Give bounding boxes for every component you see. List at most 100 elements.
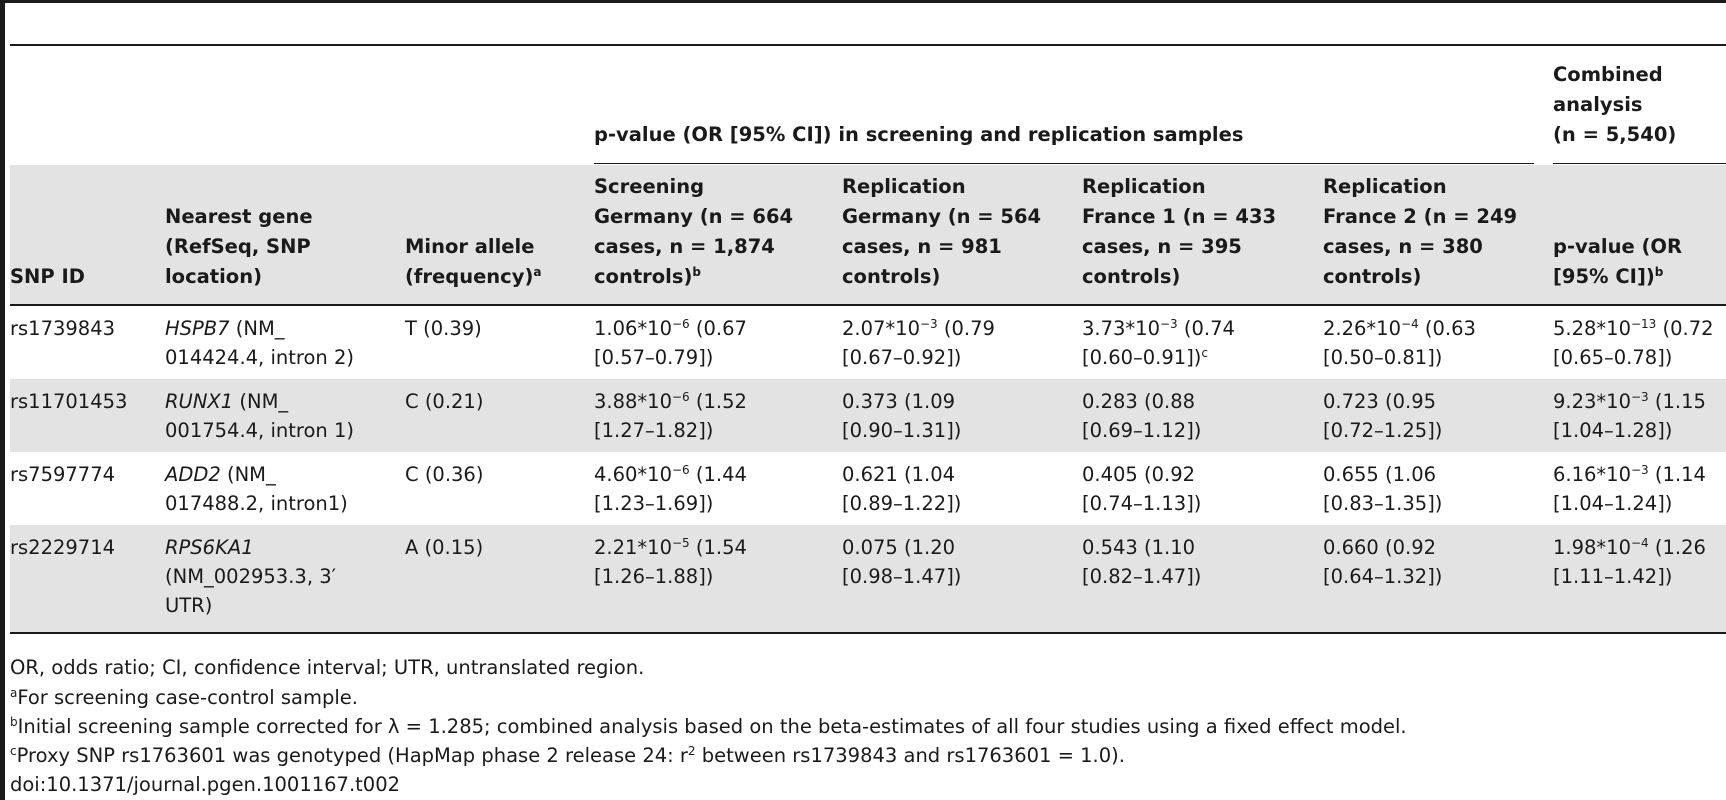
footnote-mark-c: c xyxy=(1201,346,1209,360)
col-header-gene-line3: location) xyxy=(165,265,262,288)
cell-screening-ci: [1.27–1.82]) xyxy=(594,419,714,442)
col-header-gene-line2: (RefSeq, SNP xyxy=(165,235,311,258)
doi-link[interactable]: doi:10.1371/journal.pgen.1001167.t002 xyxy=(10,773,401,796)
col-header-rep-de-line3: cases, n = 981 xyxy=(842,235,1002,258)
cell-rep-fr1-ci: [0.69–1.12]) xyxy=(1082,419,1202,442)
frame-top-border xyxy=(0,0,1726,3)
cell-rep-fr1-pvalue: 3.73*10−3 (0.74 xyxy=(1082,317,1235,340)
cell-gene-line2: 017488.2, intron1) xyxy=(165,492,348,515)
cell-snp-id: rs7597774 xyxy=(10,463,116,486)
footnote-mark-b: b xyxy=(1654,265,1664,279)
cell-rep-fr1-ci: [0.60–0.91])c xyxy=(1082,346,1209,369)
cell-gene-line1: RUNX1 (NM_ xyxy=(165,390,289,413)
cell-rep-fr2-ci: [0.64–1.32]) xyxy=(1323,565,1443,588)
cell-combined-ci: [1.04–1.28]) xyxy=(1553,419,1673,442)
col-header-screening-line2: Germany (n = 664 xyxy=(594,205,794,228)
cell-combined-ci: [0.65–0.78]) xyxy=(1553,346,1673,369)
combined-header-line1: Combined xyxy=(1553,63,1663,86)
cell-rep-de-ci: [0.67–0.92]) xyxy=(842,346,962,369)
header-bottom-rule xyxy=(10,304,1726,306)
cell-screening-ci: [1.26–1.88]) xyxy=(594,565,714,588)
col-header-combined-line2: [95% CI])b xyxy=(1553,265,1664,288)
frame-left-border xyxy=(0,0,5,800)
cell-rep-de-pvalue: 0.621 (1.04 xyxy=(842,463,956,486)
cell-snp-id: rs1739843 xyxy=(10,317,116,340)
col-header-allele-line2: (frequency)a xyxy=(405,265,542,288)
cell-gene-line2: (NM_002953.3, 3′ xyxy=(165,565,337,588)
header-band xyxy=(10,165,1726,305)
col-header-rep-fr1-line4: controls) xyxy=(1082,265,1181,288)
row-band-4 xyxy=(10,525,1726,632)
cell-screening-ci: [0.57–0.79]) xyxy=(594,346,714,369)
cell-rep-fr2-pvalue: 0.660 (0.92 xyxy=(1323,536,1437,559)
cell-allele: A (0.15) xyxy=(405,536,484,559)
footnote-a: aFor screening case-control sample. xyxy=(10,686,358,709)
cell-combined-ci: [1.11–1.42]) xyxy=(1553,565,1673,588)
cell-rep-de-pvalue: 0.075 (1.20 xyxy=(842,536,956,559)
combined-header-underline xyxy=(1553,163,1726,164)
table-top-rule xyxy=(10,44,1726,46)
cell-combined-ci: [1.04–1.24]) xyxy=(1553,492,1673,515)
col-header-rep-de-line2: Germany (n = 564 xyxy=(842,205,1042,228)
cell-rep-fr2-pvalue: 2.26*10−4 (0.63 xyxy=(1323,317,1476,340)
col-header-screening-line4: controls)b xyxy=(594,265,701,288)
cell-gene-line1: ADD2 (NM_ xyxy=(165,463,276,486)
cell-rep-de-pvalue: 0.373 (1.09 xyxy=(842,390,956,413)
group-header-underline xyxy=(594,163,1534,164)
cell-rep-fr2-ci: [0.72–1.25]) xyxy=(1323,419,1443,442)
cell-screening-pvalue: 4.60*10−6 (1.44 xyxy=(594,463,747,486)
col-header-rep-fr2-line1: Replication xyxy=(1323,175,1447,198)
footnote-mark-a: a xyxy=(533,265,542,279)
cell-rep-de-ci: [0.90–1.31]) xyxy=(842,419,962,442)
group-header: p-value (OR [95% CI]) in screening and r… xyxy=(594,123,1244,146)
cell-rep-fr1-ci: [0.74–1.13]) xyxy=(1082,492,1202,515)
col-header-allele-line1: Minor allele xyxy=(405,235,535,258)
col-header-screening-line1: Screening xyxy=(594,175,705,198)
cell-rep-fr2-pvalue: 0.655 (1.06 xyxy=(1323,463,1437,486)
cell-rep-fr2-pvalue: 0.723 (0.95 xyxy=(1323,390,1437,413)
cell-screening-pvalue: 1.06*10−6 (0.67 xyxy=(594,317,747,340)
footnote-mark-b: b xyxy=(692,265,701,279)
cell-gene-line1: HSPB7 (NM_ xyxy=(165,317,285,340)
cell-combined-pvalue: 5.28*10−13 (0.72 xyxy=(1553,317,1714,340)
col-header-rep-de-line1: Replication xyxy=(842,175,966,198)
cell-screening-pvalue: 2.21*10−5 (1.54 xyxy=(594,536,747,559)
cell-rep-fr2-ci: [0.83–1.35]) xyxy=(1323,492,1443,515)
cell-rep-fr1-pvalue: 0.405 (0.92 xyxy=(1082,463,1196,486)
combined-header-line2: analysis xyxy=(1553,93,1643,116)
col-header-snp: SNP ID xyxy=(10,265,85,288)
col-header-rep-fr2-line3: cases, n = 380 xyxy=(1323,235,1483,258)
cell-allele: T (0.39) xyxy=(405,317,482,340)
footnote-b: bInitial screening sample corrected for … xyxy=(10,715,1407,738)
cell-gene-line1: RPS6KA1 xyxy=(165,536,254,559)
cell-snp-id: rs11701453 xyxy=(10,390,128,413)
cell-rep-de-ci: [0.98–1.47]) xyxy=(842,565,962,588)
col-header-rep-fr2-line4: controls) xyxy=(1323,265,1422,288)
cell-rep-fr2-ci: [0.50–0.81]) xyxy=(1323,346,1443,369)
table-bottom-rule xyxy=(10,632,1726,634)
cell-gene-line2: 001754.4, intron 1) xyxy=(165,419,354,442)
col-header-rep-de-line4: controls) xyxy=(842,265,941,288)
cell-rep-fr1-pvalue: 0.543 (1.10 xyxy=(1082,536,1196,559)
cell-rep-de-pvalue: 2.07*10−3 (0.79 xyxy=(842,317,995,340)
cell-rep-fr1-ci: [0.82–1.47]) xyxy=(1082,565,1202,588)
combined-header-line3: (n = 5,540) xyxy=(1553,123,1677,146)
col-header-screening-line3: cases, n = 1,874 xyxy=(594,235,775,258)
cell-gene-line2: 014424.4, intron 2) xyxy=(165,346,354,369)
col-header-gene-line1: Nearest gene xyxy=(165,205,313,228)
cell-combined-pvalue: 6.16*10−3 (1.14 xyxy=(1553,463,1706,486)
cell-rep-de-ci: [0.89–1.22]) xyxy=(842,492,962,515)
cell-screening-ci: [1.23–1.69]) xyxy=(594,492,714,515)
cell-snp-id: rs2229714 xyxy=(10,536,116,559)
row-band-2 xyxy=(10,379,1726,452)
cell-allele: C (0.36) xyxy=(405,463,484,486)
cell-screening-pvalue: 3.88*10−6 (1.52 xyxy=(594,390,747,413)
cell-combined-pvalue: 1.98*10−4 (1.26 xyxy=(1553,536,1706,559)
footnote-abbreviations: OR, odds ratio; CI, confidence interval;… xyxy=(10,656,645,679)
footnote-c: cProxy SNP rs1763601 was genotyped (HapM… xyxy=(10,744,1125,767)
col-header-rep-fr1-line2: France 1 (n = 433 xyxy=(1082,205,1277,228)
col-header-rep-fr1-line3: cases, n = 395 xyxy=(1082,235,1242,258)
cell-gene-line3: UTR) xyxy=(165,594,213,617)
col-header-rep-fr2-line2: France 2 (n = 249 xyxy=(1323,205,1518,228)
cell-allele: C (0.21) xyxy=(405,390,484,413)
